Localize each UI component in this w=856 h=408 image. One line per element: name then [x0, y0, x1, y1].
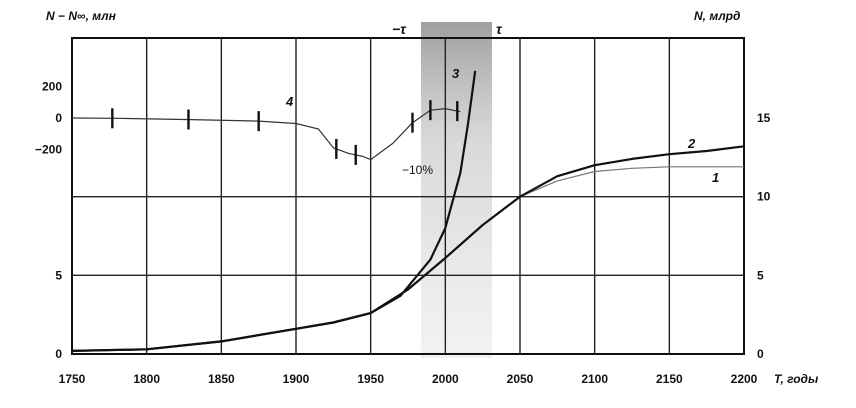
inset-tick-label: −200 [35, 142, 62, 156]
right-axis-title: N, млрд [694, 9, 740, 23]
x-tick-label: 2200 [731, 372, 758, 386]
left-tick-label: 0 [55, 347, 62, 361]
left-tick-label: 5 [55, 268, 62, 282]
x-tick-label: 1850 [208, 372, 235, 386]
x-tick-label: 2150 [656, 372, 683, 386]
series-line-3 [71, 70, 477, 352]
series-label-2: 2 [687, 136, 696, 151]
right-tick-label: 0 [757, 347, 764, 361]
right-tick-label: 10 [757, 190, 771, 204]
x-tick-label: 1950 [357, 372, 384, 386]
series-line-4 [71, 108, 461, 161]
right-tick-label: 15 [757, 111, 771, 125]
inset-tick-label: 0 [55, 111, 62, 125]
series-label-4: 4 [285, 94, 294, 109]
tick-labels: 1750 1800 1850 1900 1950 2000 2050 2100 2150 2200… [35, 80, 771, 386]
series-line-1 [71, 166, 744, 352]
tau-label: τ [496, 21, 503, 37]
x-axis-title: T, годы [774, 372, 819, 386]
plot-frame [71, 37, 745, 355]
inset-tick-label: 200 [42, 80, 62, 94]
x-tick-label: 2050 [507, 372, 534, 386]
left-axis-title: N − N∞, млн [46, 9, 117, 23]
series-label-1: 1 [712, 170, 719, 185]
x-tick-label: 2100 [581, 372, 608, 386]
x-tick-label: 1900 [283, 372, 310, 386]
grid [71, 38, 745, 355]
x-tick-label: 2000 [432, 372, 459, 386]
x-tick-label: 1800 [133, 372, 160, 386]
inset-markers [111, 100, 459, 165]
series-label-3: 3 [452, 66, 460, 81]
curves: 1 2 3 4 [71, 66, 745, 352]
minus-tau-label: −τ [392, 21, 407, 37]
percent-label: −10% [402, 163, 433, 177]
right-tick-label: 5 [757, 268, 764, 282]
x-tick-label: 1750 [59, 372, 86, 386]
